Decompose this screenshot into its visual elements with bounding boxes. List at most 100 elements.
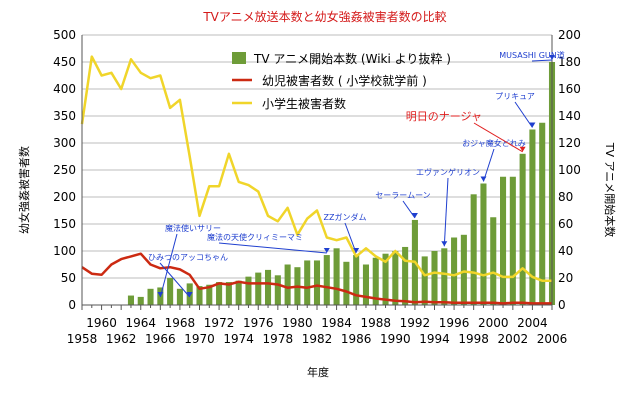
- y-right-tick-label: 140: [558, 109, 581, 123]
- bar: [539, 122, 546, 305]
- annotation-label: ZZガンダム: [324, 212, 367, 222]
- x-tick-label: 1962: [106, 332, 137, 346]
- bar: [245, 276, 252, 305]
- y-left-tick-label: 100: [53, 244, 76, 258]
- y-right-tick-label: 200: [558, 28, 581, 42]
- bar: [304, 260, 311, 305]
- chart-title: TVアニメ放送本数と幼女強姦被害者数の比較: [202, 9, 446, 24]
- x-tick-label: 1992: [400, 316, 431, 330]
- x-tick-label: 1970: [184, 332, 215, 346]
- x-tick-label: 1958: [67, 332, 98, 346]
- annotation-arrowhead: [411, 212, 418, 218]
- x-tick-label: 1964: [125, 316, 156, 330]
- annotation-label: 魔法使いサリー: [165, 223, 221, 233]
- bar: [402, 246, 409, 305]
- legend-line2-label: 小学生被害者数: [262, 96, 346, 111]
- x-tick-label: 2006: [537, 332, 568, 346]
- y-left-tick-label: 400: [53, 82, 76, 96]
- x-tick-label: 1972: [204, 316, 235, 330]
- x-tick-label: 1978: [263, 332, 294, 346]
- grid: [82, 34, 552, 306]
- bar: [382, 253, 389, 305]
- bar: [137, 296, 144, 305]
- bar: [362, 264, 369, 305]
- y-right-tick-label: 0: [558, 298, 566, 312]
- annotation-arrowhead: [549, 55, 555, 60]
- legend: TV アニメ開始本数 (Wiki より抜粋 ) 幼児被害者数 ( 小学校就学前 …: [232, 51, 451, 111]
- y-left-tick-label: 0: [68, 298, 76, 312]
- y-left-tick-label: 50: [61, 271, 76, 285]
- tick-labels: 0 50 100 150 200 250 300 350 400 450 500 0 20 40 60 80 1…: [53, 28, 581, 346]
- x-tick-label: 1976: [243, 316, 274, 330]
- annotation-label: 魔法の天使クリィミーマミ: [207, 232, 303, 242]
- x-tick-label: 1994: [419, 332, 450, 346]
- annotation-label: エヴァンゲリオン: [416, 167, 480, 177]
- annotation-arrow: [402, 200, 416, 219]
- annotation-arrow: [482, 148, 495, 182]
- bar: [147, 288, 154, 305]
- bar: [460, 234, 467, 305]
- bar: [353, 255, 360, 305]
- bar: [333, 248, 340, 305]
- annotation-arrow: [473, 122, 523, 153]
- legend-bar-swatch: [232, 52, 246, 64]
- x-tick-label: 1968: [165, 316, 196, 330]
- y-left-tick-label: 350: [53, 109, 76, 123]
- bar: [431, 251, 438, 305]
- bar-series: [127, 62, 556, 305]
- annotation-arrowhead: [353, 248, 360, 254]
- x-tick-label: 1974: [223, 332, 254, 346]
- y-left-tick-label: 450: [53, 55, 76, 69]
- bar: [225, 282, 232, 305]
- bar: [255, 272, 262, 305]
- x-tick-label: 1998: [458, 332, 489, 346]
- x-tick-label: 1996: [439, 316, 470, 330]
- x-tick-label: 1966: [145, 332, 176, 346]
- bar: [509, 176, 516, 305]
- axes: [81, 35, 553, 310]
- annotation-arrow: [159, 233, 178, 298]
- y-left-tick-label: 200: [53, 190, 76, 204]
- annotation-arrowhead: [519, 146, 526, 152]
- bar: [176, 288, 183, 305]
- legend-bar-label: TV アニメ開始本数 (Wiki より抜粋 ): [253, 51, 451, 66]
- bar: [343, 261, 350, 305]
- legend-line1-label: 幼児被害者数 ( 小学校就学前 ): [262, 73, 427, 88]
- bar: [206, 284, 213, 305]
- y-right-tick-label: 20: [558, 271, 573, 285]
- bar: [441, 248, 448, 305]
- annotation-arrow: [159, 262, 191, 298]
- bar: [529, 129, 536, 305]
- bar: [196, 286, 203, 305]
- x-tick-label: 1986: [341, 332, 372, 346]
- bar: [313, 260, 321, 305]
- y-left-tick-label: 250: [53, 163, 76, 177]
- x-tick-label: 1980: [282, 316, 313, 330]
- x-tick-label: 2000: [478, 316, 509, 330]
- annotation-arrow: [344, 222, 357, 254]
- series-line-0: [81, 252, 552, 305]
- annotation-label: おジャ魔女どれみ: [462, 138, 526, 148]
- y-axis-left-label: 幼女強姦被害者数: [17, 146, 31, 234]
- annotation-label: プリキュア: [495, 92, 535, 101]
- y-right-tick-label: 180: [558, 55, 581, 69]
- x-tick-label: 2002: [498, 332, 529, 346]
- bar: [519, 153, 526, 305]
- y-axis-right-label: TV アニメ開始本数: [603, 142, 617, 238]
- bar: [470, 194, 477, 305]
- y-right-tick-label: 40: [558, 244, 573, 258]
- y-left-tick-label: 500: [53, 28, 76, 42]
- x-tick-label: 1990: [380, 332, 411, 346]
- y-right-tick-label: 80: [558, 190, 573, 204]
- x-tick-label: 1988: [360, 316, 391, 330]
- line-series: [80, 55, 552, 305]
- bar: [127, 295, 134, 305]
- bar: [392, 251, 399, 305]
- x-tick-label: 1960: [86, 316, 117, 330]
- annotation-arrow: [218, 242, 327, 254]
- bar: [235, 280, 242, 305]
- x-tick-label: 2004: [517, 316, 548, 330]
- bar: [490, 217, 497, 305]
- bar: [284, 264, 291, 305]
